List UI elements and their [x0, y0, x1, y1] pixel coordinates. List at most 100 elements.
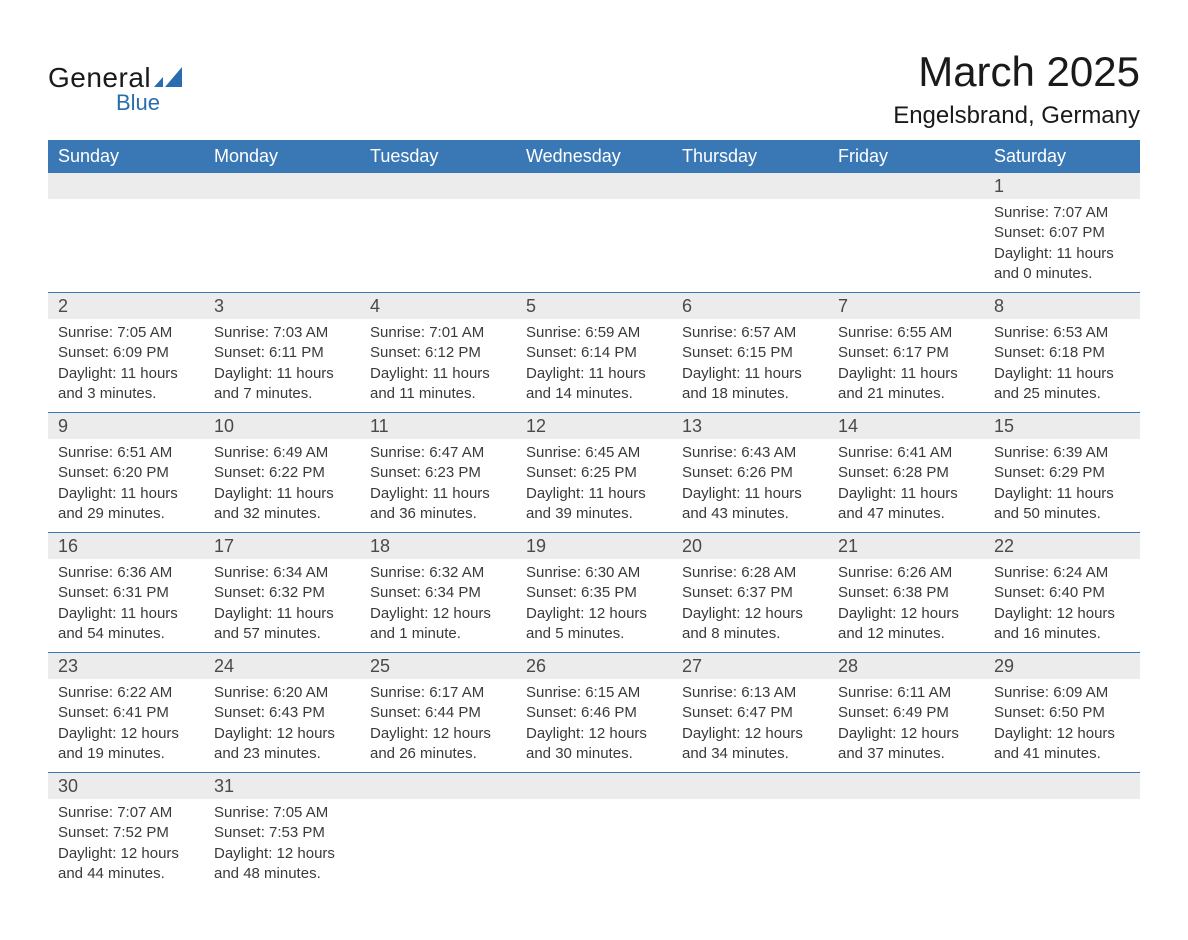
- day-cell: 14Sunrise: 6:41 AMSunset: 6:28 PMDayligh…: [828, 413, 984, 532]
- day-number: 21: [828, 533, 984, 559]
- day-details: Sunrise: 7:05 AMSunset: 6:09 PMDaylight:…: [48, 319, 204, 406]
- day-number: 25: [360, 653, 516, 679]
- daylight-text: Daylight: 12 hours and 16 minutes.: [994, 604, 1130, 645]
- day-cell: 24Sunrise: 6:20 AMSunset: 6:43 PMDayligh…: [204, 653, 360, 772]
- sunset-text: Sunset: 6:11 PM: [214, 343, 350, 363]
- daylight-text: Daylight: 11 hours and 36 minutes.: [370, 484, 506, 525]
- day-number: 28: [828, 653, 984, 679]
- sunset-text: Sunset: 6:35 PM: [526, 583, 662, 603]
- daylight-text: Daylight: 11 hours and 39 minutes.: [526, 484, 662, 525]
- day-details: Sunrise: 6:24 AMSunset: 6:40 PMDaylight:…: [984, 559, 1140, 646]
- sunset-text: Sunset: 6:25 PM: [526, 463, 662, 483]
- day-number: 2: [48, 293, 204, 319]
- sunset-text: Sunset: 6:50 PM: [994, 703, 1130, 723]
- sunset-text: Sunset: 6:29 PM: [994, 463, 1130, 483]
- day-details: Sunrise: 6:59 AMSunset: 6:14 PMDaylight:…: [516, 319, 672, 406]
- day-number: 9: [48, 413, 204, 439]
- day-cell: 28Sunrise: 6:11 AMSunset: 6:49 PMDayligh…: [828, 653, 984, 772]
- sunset-text: Sunset: 6:28 PM: [838, 463, 974, 483]
- day-number: [360, 173, 516, 199]
- day-cell: 1Sunrise: 7:07 AMSunset: 6:07 PMDaylight…: [984, 173, 1140, 292]
- day-number: [984, 773, 1140, 799]
- day-cell: 10Sunrise: 6:49 AMSunset: 6:22 PMDayligh…: [204, 413, 360, 532]
- sunset-text: Sunset: 6:23 PM: [370, 463, 506, 483]
- day-number: [828, 773, 984, 799]
- daylight-text: Daylight: 12 hours and 5 minutes.: [526, 604, 662, 645]
- sunset-text: Sunset: 6:26 PM: [682, 463, 818, 483]
- daylight-text: Daylight: 12 hours and 26 minutes.: [370, 724, 506, 765]
- sunset-text: Sunset: 6:09 PM: [58, 343, 194, 363]
- day-cell: 5Sunrise: 6:59 AMSunset: 6:14 PMDaylight…: [516, 293, 672, 412]
- day-number: [48, 173, 204, 199]
- sunset-text: Sunset: 6:22 PM: [214, 463, 350, 483]
- day-number: 31: [204, 773, 360, 799]
- day-number: 27: [672, 653, 828, 679]
- week-row: 2Sunrise: 7:05 AMSunset: 6:09 PMDaylight…: [48, 293, 1140, 413]
- sunrise-text: Sunrise: 6:41 AM: [838, 443, 974, 463]
- day-number: 22: [984, 533, 1140, 559]
- day-number: 12: [516, 413, 672, 439]
- sunrise-text: Sunrise: 6:22 AM: [58, 683, 194, 703]
- sunset-text: Sunset: 6:43 PM: [214, 703, 350, 723]
- day-number: 14: [828, 413, 984, 439]
- sunrise-text: Sunrise: 6:43 AM: [682, 443, 818, 463]
- day-cell: 9Sunrise: 6:51 AMSunset: 6:20 PMDaylight…: [48, 413, 204, 532]
- day-details: Sunrise: 6:55 AMSunset: 6:17 PMDaylight:…: [828, 319, 984, 406]
- weekday-header: Wednesday: [516, 140, 672, 173]
- day-cell: [828, 173, 984, 292]
- day-number: [360, 773, 516, 799]
- day-cell: 23Sunrise: 6:22 AMSunset: 6:41 PMDayligh…: [48, 653, 204, 772]
- daylight-text: Daylight: 12 hours and 1 minute.: [370, 604, 506, 645]
- day-number: 1: [984, 173, 1140, 199]
- day-cell: [672, 773, 828, 892]
- sunset-text: Sunset: 6:17 PM: [838, 343, 974, 363]
- weekday-header: Saturday: [984, 140, 1140, 173]
- sunset-text: Sunset: 6:20 PM: [58, 463, 194, 483]
- sunrise-text: Sunrise: 7:05 AM: [214, 803, 350, 823]
- day-cell: 12Sunrise: 6:45 AMSunset: 6:25 PMDayligh…: [516, 413, 672, 532]
- weekday-header: Tuesday: [360, 140, 516, 173]
- logo-chart-icon: [154, 67, 182, 92]
- day-details: Sunrise: 6:53 AMSunset: 6:18 PMDaylight:…: [984, 319, 1140, 406]
- sunrise-text: Sunrise: 6:36 AM: [58, 563, 194, 583]
- day-details: Sunrise: 6:51 AMSunset: 6:20 PMDaylight:…: [48, 439, 204, 526]
- day-details: Sunrise: 7:05 AMSunset: 7:53 PMDaylight:…: [204, 799, 360, 886]
- day-cell: 18Sunrise: 6:32 AMSunset: 6:34 PMDayligh…: [360, 533, 516, 652]
- daylight-text: Daylight: 11 hours and 18 minutes.: [682, 364, 818, 405]
- sunrise-text: Sunrise: 7:05 AM: [58, 323, 194, 343]
- day-details: Sunrise: 7:07 AMSunset: 6:07 PMDaylight:…: [984, 199, 1140, 286]
- sunset-text: Sunset: 6:14 PM: [526, 343, 662, 363]
- day-number: 13: [672, 413, 828, 439]
- sunrise-text: Sunrise: 6:09 AM: [994, 683, 1130, 703]
- day-number: 10: [204, 413, 360, 439]
- sunrise-text: Sunrise: 7:03 AM: [214, 323, 350, 343]
- sunset-text: Sunset: 6:47 PM: [682, 703, 818, 723]
- day-number: 8: [984, 293, 1140, 319]
- day-cell: [516, 173, 672, 292]
- day-details: Sunrise: 6:26 AMSunset: 6:38 PMDaylight:…: [828, 559, 984, 646]
- day-number: [516, 773, 672, 799]
- calendar: Sunday Monday Tuesday Wednesday Thursday…: [48, 140, 1140, 892]
- day-number: 29: [984, 653, 1140, 679]
- day-number: 7: [828, 293, 984, 319]
- day-number: 15: [984, 413, 1140, 439]
- daylight-text: Daylight: 11 hours and 25 minutes.: [994, 364, 1130, 405]
- daylight-text: Daylight: 12 hours and 37 minutes.: [838, 724, 974, 765]
- day-details: Sunrise: 6:09 AMSunset: 6:50 PMDaylight:…: [984, 679, 1140, 766]
- day-details: Sunrise: 7:01 AMSunset: 6:12 PMDaylight:…: [360, 319, 516, 406]
- day-cell: [516, 773, 672, 892]
- sunset-text: Sunset: 6:12 PM: [370, 343, 506, 363]
- day-cell: [672, 173, 828, 292]
- sunrise-text: Sunrise: 7:07 AM: [994, 203, 1130, 223]
- week-row: 23Sunrise: 6:22 AMSunset: 6:41 PMDayligh…: [48, 653, 1140, 773]
- weekday-header: Sunday: [48, 140, 204, 173]
- sunrise-text: Sunrise: 6:59 AM: [526, 323, 662, 343]
- day-details: Sunrise: 6:47 AMSunset: 6:23 PMDaylight:…: [360, 439, 516, 526]
- day-details: Sunrise: 6:34 AMSunset: 6:32 PMDaylight:…: [204, 559, 360, 646]
- daylight-text: Daylight: 11 hours and 11 minutes.: [370, 364, 506, 405]
- logo-line2: Blue: [116, 92, 160, 114]
- day-number: 3: [204, 293, 360, 319]
- sunrise-text: Sunrise: 6:57 AM: [682, 323, 818, 343]
- location-label: Engelsbrand, Germany: [893, 102, 1140, 130]
- week-row: 16Sunrise: 6:36 AMSunset: 6:31 PMDayligh…: [48, 533, 1140, 653]
